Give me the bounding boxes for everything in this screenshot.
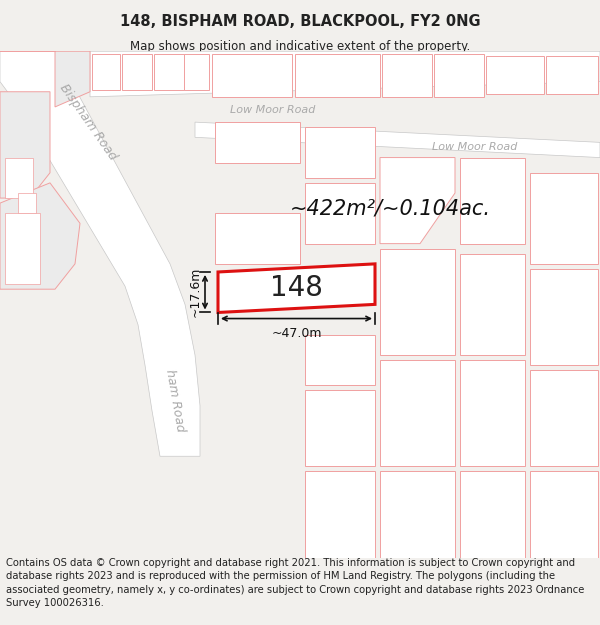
Polygon shape xyxy=(195,122,600,158)
Text: Map shows position and indicative extent of the property.: Map shows position and indicative extent… xyxy=(130,40,470,53)
Bar xyxy=(5,158,33,198)
Polygon shape xyxy=(380,158,455,244)
Text: 148, BISPHAM ROAD, BLACKPOOL, FY2 0NG: 148, BISPHAM ROAD, BLACKPOOL, FY2 0NG xyxy=(119,14,481,29)
Bar xyxy=(305,391,375,466)
Text: Low Moor Road: Low Moor Road xyxy=(230,105,316,115)
Bar xyxy=(154,54,184,90)
Polygon shape xyxy=(90,51,600,97)
Bar xyxy=(212,54,292,97)
Bar xyxy=(18,193,36,213)
Bar xyxy=(305,335,375,386)
Bar xyxy=(460,254,525,355)
Polygon shape xyxy=(0,51,200,456)
Bar xyxy=(305,127,375,177)
Bar xyxy=(380,249,455,355)
Polygon shape xyxy=(0,92,50,198)
Bar xyxy=(460,471,525,558)
Bar xyxy=(215,122,300,162)
Bar xyxy=(380,360,455,466)
Bar xyxy=(546,56,598,94)
Text: Contains OS data © Crown copyright and database right 2021. This information is : Contains OS data © Crown copyright and d… xyxy=(6,558,584,608)
Bar xyxy=(122,54,152,90)
Bar xyxy=(295,54,380,97)
Text: ~17.6m: ~17.6m xyxy=(189,267,202,318)
Bar xyxy=(92,54,120,90)
Polygon shape xyxy=(0,183,80,289)
Bar xyxy=(215,213,300,264)
Bar xyxy=(486,56,544,94)
Text: Bispham Road: Bispham Road xyxy=(57,82,119,162)
Polygon shape xyxy=(0,51,90,107)
Bar xyxy=(530,370,598,466)
Bar xyxy=(380,471,455,558)
Bar xyxy=(305,183,375,244)
Bar xyxy=(460,158,525,244)
Text: ham Road: ham Road xyxy=(163,368,187,433)
Bar xyxy=(5,213,40,284)
Bar xyxy=(530,173,598,264)
Bar xyxy=(434,54,484,97)
Text: ~422m²/~0.104ac.: ~422m²/~0.104ac. xyxy=(290,198,491,218)
Bar xyxy=(460,360,525,466)
Text: ~47.0m: ~47.0m xyxy=(271,327,322,339)
Bar xyxy=(530,471,598,558)
Bar xyxy=(184,54,209,90)
Bar xyxy=(305,471,375,558)
Text: Low Moor Road: Low Moor Road xyxy=(433,142,518,152)
Bar xyxy=(530,269,598,365)
Text: 148: 148 xyxy=(269,274,322,302)
Polygon shape xyxy=(218,264,375,312)
Bar xyxy=(382,54,432,97)
